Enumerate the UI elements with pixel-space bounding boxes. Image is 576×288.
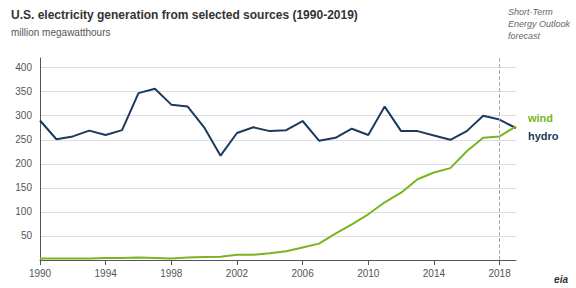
svg-text:150: 150: [15, 182, 32, 193]
svg-text:2018: 2018: [488, 268, 511, 279]
svg-text:1990: 1990: [29, 268, 52, 279]
svg-text:100: 100: [15, 206, 32, 217]
svg-text:2014: 2014: [423, 268, 446, 279]
svg-text:U.S. electricity generation fr: U.S. electricity generation from selecte…: [11, 8, 358, 22]
svg-text:300: 300: [15, 110, 32, 121]
svg-text:1994: 1994: [95, 268, 118, 279]
svg-text:Energy Outlook: Energy Outlook: [508, 19, 571, 29]
svg-text:2002: 2002: [226, 268, 249, 279]
svg-text:hydro: hydro: [528, 130, 559, 142]
svg-text:eia: eia: [554, 274, 568, 285]
svg-text:200: 200: [15, 158, 32, 169]
svg-text:50: 50: [21, 230, 33, 241]
svg-text:250: 250: [15, 134, 32, 145]
svg-text:Short-Term: Short-Term: [508, 7, 553, 17]
svg-text:400: 400: [15, 62, 32, 73]
svg-text:2006: 2006: [291, 268, 314, 279]
svg-text:wind: wind: [527, 112, 553, 124]
svg-text:1998: 1998: [160, 268, 183, 279]
svg-text:350: 350: [15, 86, 32, 97]
svg-text:million megawatthours: million megawatthours: [11, 27, 111, 38]
svg-text:forecast: forecast: [508, 31, 541, 41]
svg-text:2010: 2010: [357, 268, 380, 279]
